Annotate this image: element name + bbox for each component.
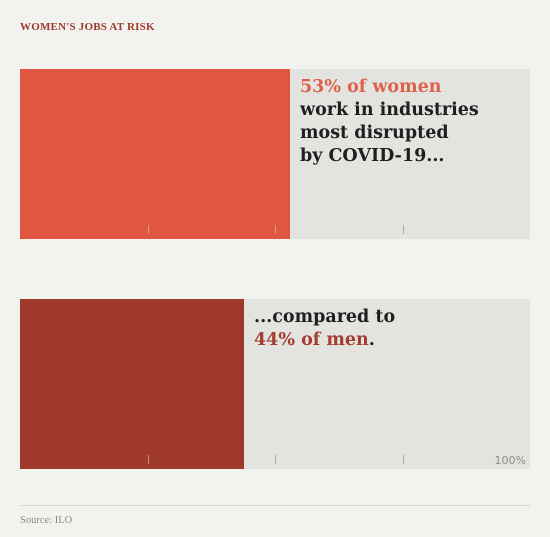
men-bar-track: ...compared to 44% of men. 100% <box>20 299 530 469</box>
men-tick-25 <box>148 455 149 464</box>
men-caption-line-2: 44% of men. <box>254 329 395 352</box>
source-note: Source: ILO <box>20 515 73 526</box>
men-tick-50 <box>275 455 276 464</box>
women-caption-line-1: work in industries <box>300 100 479 120</box>
women-tick-50 <box>275 225 276 234</box>
women-bar <box>20 69 290 239</box>
men-highlight: 44% of men <box>254 330 369 350</box>
women-caption-line-2: most disrupted <box>300 123 449 143</box>
women-caption-line-3: by COVID-19... <box>300 146 445 166</box>
women-highlight: 53% of women <box>300 77 442 97</box>
women-tick-75 <box>403 225 404 234</box>
chart-kicker-title: WOMEN'S JOBS AT RISK <box>20 21 155 33</box>
men-caption-suffix: . <box>368 330 375 350</box>
axis-end-label: 100% <box>494 454 526 467</box>
women-bar-track: 53% of women work in industries most dis… <box>20 69 530 239</box>
men-tick-75 <box>403 455 404 464</box>
women-tick-25 <box>148 225 149 234</box>
men-caption-line-1: ...compared to <box>254 307 396 327</box>
men-bar <box>20 299 244 469</box>
footer-divider <box>20 505 530 506</box>
women-caption: 53% of women work in industries most dis… <box>300 76 479 168</box>
men-caption: ...compared to 44% of men. <box>254 306 395 352</box>
